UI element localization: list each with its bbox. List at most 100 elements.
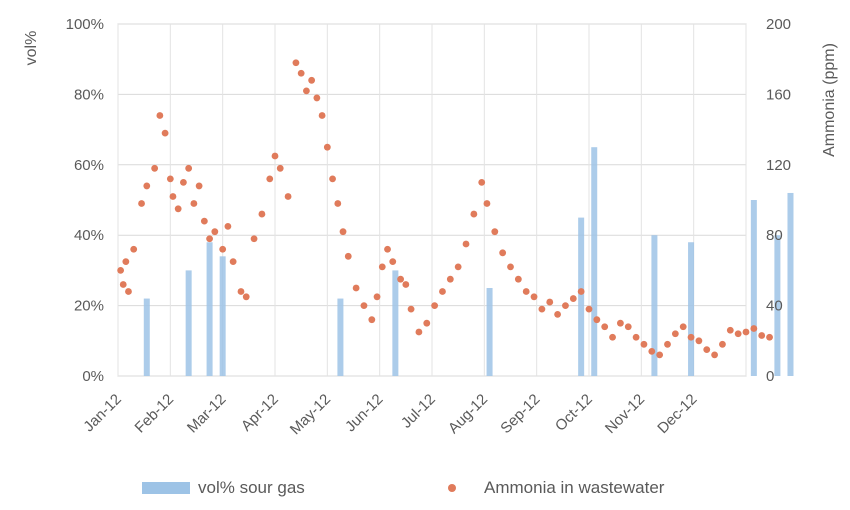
ammonia-point <box>593 316 601 324</box>
sour-gas-bars <box>143 147 794 376</box>
ammonia-point <box>143 182 151 190</box>
ammonia-point <box>258 210 266 218</box>
x-axis-tick-label: Mar-12 <box>184 391 230 437</box>
ammonia-point <box>514 275 522 283</box>
ammonia-point <box>368 316 376 324</box>
left-axis-tick-label: 60% <box>74 157 104 174</box>
sour-gas-bar <box>774 235 781 376</box>
ammonia-point <box>624 323 632 331</box>
ammonia-point <box>352 284 360 292</box>
ammonia-point <box>478 179 486 186</box>
right-axis-tick-label: 80 <box>766 227 783 244</box>
x-axis-tick-label: Jul-12 <box>398 391 439 432</box>
ammonia-point <box>402 281 410 288</box>
x-axis-tick-label: Dec-12 <box>654 391 700 437</box>
ammonia-point <box>483 200 491 207</box>
left-axis-tick-label: 80% <box>74 86 104 103</box>
ammonia-point <box>373 293 381 301</box>
ammonia-point <box>499 249 507 257</box>
ammonia-point <box>423 319 431 327</box>
ammonia-point <box>538 305 546 313</box>
ammonia-point <box>491 228 499 236</box>
x-axis-tick-label: Jun-12 <box>342 391 386 435</box>
ammonia-point <box>339 228 347 236</box>
ammonia-point <box>446 275 454 283</box>
ammonia-point <box>200 217 208 225</box>
ammonia-point <box>117 267 125 274</box>
legend-swatch-dot <box>428 482 476 494</box>
ammonia-point <box>522 288 530 295</box>
ammonia-point <box>742 328 750 336</box>
sour-gas-bar <box>750 200 757 376</box>
ammonia-point <box>224 223 232 230</box>
ammonia-point <box>750 325 758 332</box>
ammonia-point <box>151 164 159 172</box>
sour-gas-bar <box>185 270 192 376</box>
ammonia-point <box>664 340 671 348</box>
ammonia-point <box>130 245 138 253</box>
ammonia-point <box>671 330 679 338</box>
ammonia-point <box>507 263 514 271</box>
ammonia-point <box>758 332 766 339</box>
ammonia-point <box>470 210 478 218</box>
ammonia-point <box>609 333 616 341</box>
ammonia-point <box>284 193 292 200</box>
x-axis-tick-label: May-12 <box>287 391 334 438</box>
ammonia-point <box>308 76 316 84</box>
ammonia-point <box>318 112 326 119</box>
legend-label-ammonia: Ammonia in wastewater <box>484 478 665 497</box>
left-axis-tick-label: 40% <box>74 227 104 244</box>
right-axis-tick-label: 160 <box>766 86 791 103</box>
ammonia-point <box>334 200 342 207</box>
sour-gas-bar <box>143 298 150 376</box>
ammonia-point <box>454 263 462 271</box>
sour-gas-bar <box>651 235 658 376</box>
ammonia-point <box>439 288 446 295</box>
ammonia-point <box>138 200 145 207</box>
ammonia-point <box>169 193 177 200</box>
left-axis-tick-label: 0% <box>82 368 104 385</box>
ammonia-point <box>389 258 397 265</box>
ammonia-point <box>190 200 198 207</box>
ammonia-point <box>703 346 711 353</box>
ammonia-point <box>329 175 336 183</box>
ammonia-point <box>174 205 182 213</box>
ammonia-point <box>166 175 174 183</box>
ammonia-point <box>687 333 695 341</box>
right-axis-tick-label: 120 <box>766 157 791 174</box>
ammonia-point <box>229 258 237 265</box>
ammonia-point <box>313 94 321 102</box>
right-axis-title: Ammonia (ppm) <box>821 43 838 157</box>
x-axis-tick-label: Jan-12 <box>80 391 124 435</box>
left-axis-tick-label: 100% <box>66 16 104 33</box>
sour-gas-bar <box>787 192 794 376</box>
ammonia-point <box>211 228 219 236</box>
sour-gas-bar <box>486 288 493 376</box>
ammonia-point <box>617 319 624 327</box>
ammonia-point <box>679 323 687 331</box>
sour-gas-bar <box>578 217 585 376</box>
ammonia-points <box>117 59 773 359</box>
ammonia-point <box>601 323 609 331</box>
left-axis-ticks: 0% 20% 40% 60% 80% 100% <box>66 16 104 385</box>
x-axis-tick-label: Aug-12 <box>445 391 491 437</box>
ammonia-point <box>462 240 470 248</box>
sour-gas-bar <box>392 270 399 376</box>
legend: vol% sour gas Ammonia in wastewater <box>0 478 850 504</box>
ammonia-point <box>276 164 284 172</box>
ammonia-point <box>562 302 569 309</box>
ammonia-point <box>397 275 404 283</box>
ammonia-point <box>585 305 593 313</box>
ammonia-point <box>266 175 274 183</box>
ammonia-point <box>250 235 258 243</box>
left-axis-title: vol% <box>23 31 40 66</box>
ammonia-point <box>384 245 391 253</box>
legend-swatch-bar <box>142 482 190 494</box>
sour-gas-bar <box>337 298 344 376</box>
ammonia-point <box>554 311 561 318</box>
right-axis-tick-label: 200 <box>766 16 791 33</box>
ammonia-point <box>569 295 577 302</box>
x-axis-tick-label: Sep-12 <box>497 391 543 437</box>
ammonia-point <box>577 288 585 295</box>
